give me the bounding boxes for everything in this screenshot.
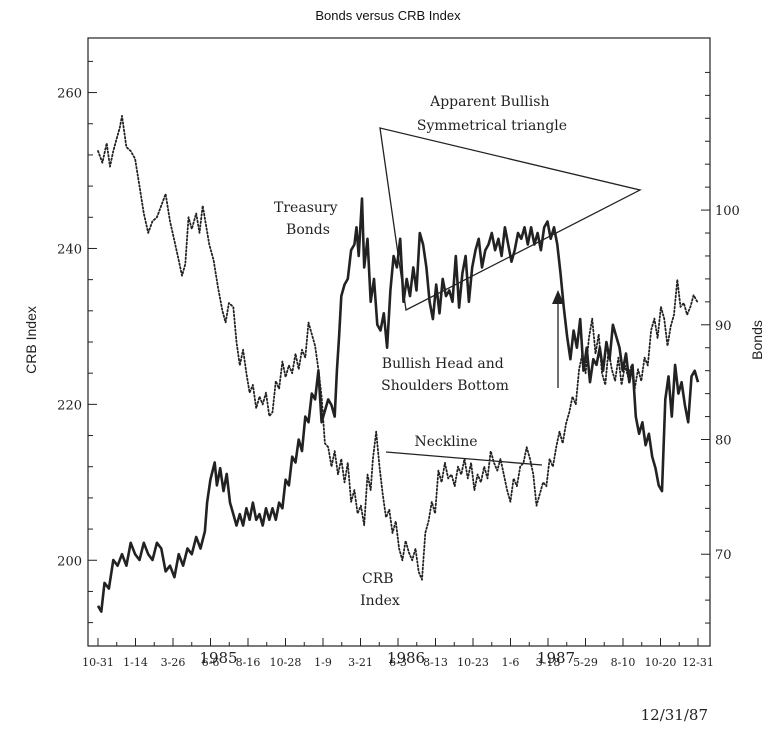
annotation-neckline-text: Neckline xyxy=(414,434,477,450)
x-tick-label: 1-14 xyxy=(123,656,148,669)
right-tick-label: 70 xyxy=(715,548,732,563)
triangle-pattern xyxy=(380,128,640,310)
right-axis: 70 80 90 100 xyxy=(701,72,740,623)
left-tick-label: 220 xyxy=(57,398,82,413)
annotation-triangle: Apparent Bullish Symmetrical triangle xyxy=(417,94,567,134)
annotation-head-shoulders: Bullish Head and Shoulders Bottom xyxy=(381,356,509,394)
left-axis: 200 220 240 260 xyxy=(57,61,97,622)
annotation-triangle-line-1: Apparent Bullish xyxy=(429,94,549,110)
year-label: 1986 xyxy=(387,649,425,667)
x-tick-label: 8-16 xyxy=(236,656,261,669)
annotation-neckline: Neckline xyxy=(414,434,477,450)
x-tick-label: 1-6 xyxy=(502,656,520,669)
y-axis-title-right: Bonds xyxy=(749,320,765,360)
x-tick-label: 10-23 xyxy=(457,656,489,669)
x-tick-label: 3-21 xyxy=(348,656,373,669)
neckline xyxy=(386,452,542,465)
right-tick-label: 100 xyxy=(715,204,740,219)
x-tick-label: 5-29 xyxy=(573,656,598,669)
date-stamp: 12/31/87 xyxy=(641,706,708,724)
right-tick-label: 90 xyxy=(715,319,732,334)
treasury-bonds-line xyxy=(98,199,698,612)
annotation-treasury-line-2: Bonds xyxy=(286,222,330,238)
year-label: 1985 xyxy=(199,649,237,667)
annotation-crb-index: CRB Index xyxy=(360,571,400,609)
x-tick-label: 12-31 xyxy=(682,656,714,669)
annotation-crb-line-2: Index xyxy=(360,593,400,609)
y-axis-title-left: CRB Index xyxy=(23,306,39,374)
right-tick-label: 80 xyxy=(715,434,732,449)
left-tick-label: 260 xyxy=(57,87,82,102)
annotation-treasury-bonds: Treasury Bonds xyxy=(274,200,342,238)
annotation-crb-line-1: CRB xyxy=(362,571,394,587)
x-tick-label: 3-26 xyxy=(161,656,186,669)
x-tick-label: 10-28 xyxy=(270,656,302,669)
x-tick-label: 1-9 xyxy=(314,656,332,669)
annotation-hs-line-1: Bullish Head and xyxy=(382,356,504,372)
left-tick-label: 200 xyxy=(57,554,82,569)
x-tick-label: 8-13 xyxy=(423,656,448,669)
left-tick-label: 240 xyxy=(57,242,82,257)
x-tick-label: 10-31 xyxy=(82,656,114,669)
annotation-treasury-line-1: Treasury xyxy=(274,200,338,216)
year-label: 1987 xyxy=(537,649,575,667)
x-tick-label: 8-10 xyxy=(611,656,636,669)
annotation-triangle-line-2: Symmetrical triangle xyxy=(417,118,567,134)
annotation-hs-line-2: Shoulders Bottom xyxy=(381,378,509,394)
x-tick-label: 10-20 xyxy=(645,656,677,669)
